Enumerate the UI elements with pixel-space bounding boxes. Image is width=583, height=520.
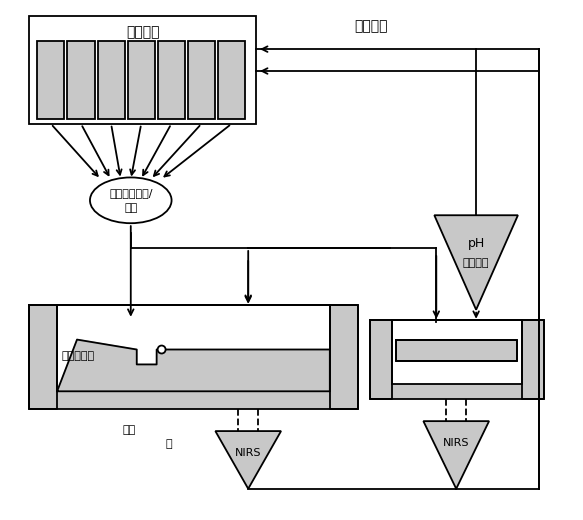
Text: ステージング/: ステージング/: [109, 188, 153, 198]
Text: 座位: 座位: [122, 425, 135, 435]
Bar: [158, 41, 185, 119]
Text: NIRS: NIRS: [235, 448, 261, 458]
Text: 培地成分: 培地成分: [126, 25, 160, 39]
Bar: [188, 41, 215, 119]
Bar: [57, 305, 330, 391]
Polygon shape: [215, 431, 281, 489]
Bar: [370, 320, 544, 399]
Bar: [128, 41, 155, 119]
Polygon shape: [434, 215, 518, 310]
Text: NIRS: NIRS: [443, 438, 469, 448]
Bar: [29, 16, 256, 124]
Bar: [392, 320, 522, 384]
Bar: [37, 41, 64, 119]
Text: pH: pH: [468, 237, 484, 250]
Circle shape: [157, 346, 166, 354]
Text: ディッシュ: ディッシュ: [61, 352, 94, 361]
Text: 培地操作: 培地操作: [354, 19, 388, 33]
Polygon shape: [423, 421, 489, 489]
Bar: [29, 305, 358, 409]
Bar: [218, 41, 245, 119]
Polygon shape: [57, 340, 330, 391]
Bar: [97, 41, 125, 119]
Ellipse shape: [90, 177, 171, 223]
Bar: [396, 340, 517, 361]
Bar: [68, 41, 94, 119]
Text: 混合: 混合: [124, 203, 138, 213]
Text: 胚: 胚: [165, 439, 172, 449]
Text: センサー: センサー: [463, 258, 489, 268]
